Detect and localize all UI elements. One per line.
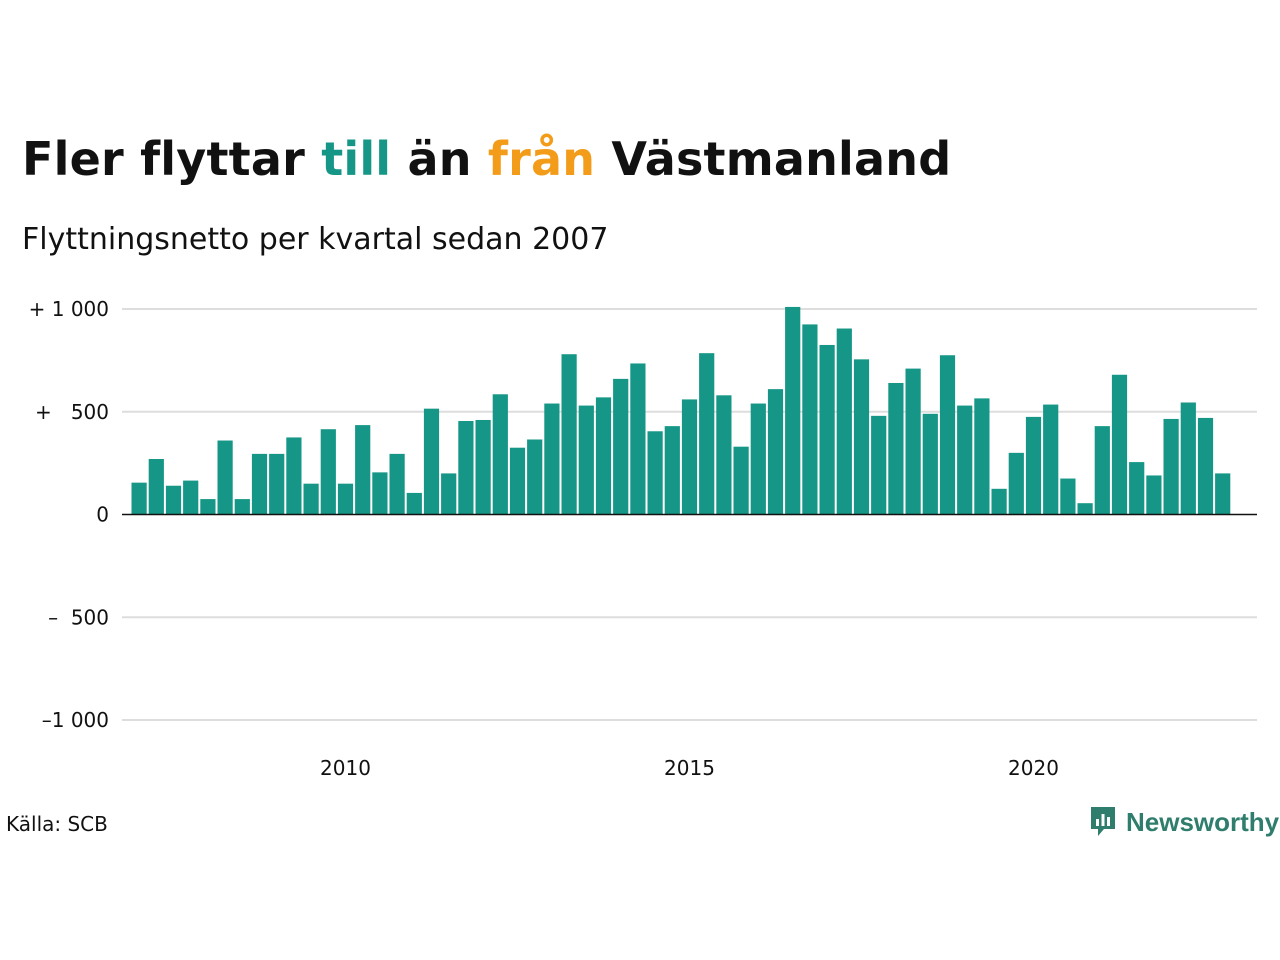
bar-2011-q2: [423, 408, 440, 515]
bar-2014-q4: [664, 426, 680, 515]
bar-2015-q4: [733, 446, 749, 515]
bar-2018-q2: [905, 368, 921, 515]
bar-2009-q1: [269, 453, 285, 515]
bar-2011-q1: [406, 492, 422, 515]
bar-2009-q3: [303, 483, 319, 515]
bar-2019-q4: [1008, 452, 1024, 515]
bars: [131, 306, 1231, 515]
bar-2007-q3: [165, 485, 182, 515]
bar-2007-q1: [131, 482, 147, 515]
title-part2: än: [391, 132, 488, 186]
bar-2020-q4: [1077, 503, 1093, 515]
x-axis-tick-labels: 2010 2015 2020: [320, 756, 1059, 780]
bar-2014-q2: [630, 363, 646, 515]
bar-2016-q4: [802, 324, 818, 515]
bar-2008-q4: [251, 453, 268, 515]
bar-2013-q3: [578, 405, 594, 515]
bar-2017-q1: [819, 344, 835, 515]
bar-2019-q2: [974, 398, 990, 515]
bar-2018-q1: [888, 382, 904, 515]
bar-2008-q1: [200, 499, 216, 515]
bar-2022-q4: [1215, 473, 1231, 515]
y-axis-tick-labels: + 1 000 + 500 0 – 500 –1 000: [29, 297, 109, 732]
y-tick-label: 0: [96, 503, 109, 527]
bar-2014-q1: [613, 378, 629, 515]
bar-2016-q2: [767, 389, 784, 515]
bar-2019-q1: [957, 405, 973, 515]
bar-2017-q3: [853, 359, 870, 515]
newsworthy-logo-text: Newsworthy: [1126, 806, 1280, 837]
bar-2010-q2: [355, 425, 371, 515]
bar-2012-q3: [509, 447, 526, 515]
bar-2010-q4: [389, 453, 405, 515]
bar-2015-q3: [716, 395, 732, 515]
bar-2020-q3: [1060, 478, 1076, 515]
bar-2021-q2: [1111, 374, 1128, 515]
bar-2013-q2: [561, 354, 577, 515]
bar-2010-q3: [372, 472, 388, 515]
bar-2015-q2: [699, 353, 715, 515]
y-tick-label: – 500: [48, 605, 109, 629]
bar-2021-q4: [1146, 475, 1162, 515]
bar-2008-q3: [234, 499, 250, 515]
bar-2015-q1: [681, 399, 698, 515]
bar-2022-q1: [1163, 418, 1179, 515]
newsworthy-logo-icon: [1091, 807, 1115, 836]
bar-2018-q3: [922, 413, 938, 515]
newsworthy-logo: Newsworthy: [1088, 804, 1279, 840]
x-tick-label: 2020: [1008, 756, 1059, 780]
bar-2022-q2: [1180, 402, 1196, 515]
bar-2013-q1: [544, 403, 560, 515]
bar-chart: + 1 000 + 500 0 – 500 –1 000 2010 2015 2020: [29, 297, 1257, 780]
bar-2017-q2: [836, 328, 852, 515]
bar-2016-q3: [785, 306, 801, 515]
title-word-to: till: [321, 132, 392, 186]
bar-2009-q4: [320, 429, 336, 515]
x-tick-label: 2010: [320, 756, 371, 780]
bar-2017-q4: [871, 415, 887, 515]
source-note: Källa: SCB: [6, 812, 108, 836]
bar-2014-q3: [647, 431, 663, 515]
title-word-from: från: [487, 132, 596, 186]
bar-2021-q3: [1129, 462, 1145, 515]
title-part3: Västmanland: [595, 132, 952, 186]
chart-subtitle: Flyttningsnetto per kvartal sedan 2007: [22, 222, 609, 257]
bar-2010-q1: [337, 483, 354, 515]
bar-2019-q3: [991, 488, 1007, 515]
y-tick-label: –1 000: [42, 708, 109, 732]
bar-2012-q4: [527, 439, 543, 515]
bar-2012-q2: [492, 394, 508, 515]
chart-title: Fler flyttar till än från Västmanland: [22, 132, 951, 186]
y-tick-label: + 1 000: [29, 297, 109, 321]
bar-2020-q2: [1043, 404, 1059, 515]
bar-2018-q4: [939, 355, 956, 515]
bar-2013-q4: [595, 397, 612, 515]
bar-2008-q2: [217, 440, 233, 515]
bar-2020-q1: [1025, 416, 1042, 515]
bar-2011-q4: [458, 421, 474, 515]
y-tick-label: + 500: [35, 400, 109, 424]
bar-2011-q3: [441, 473, 457, 515]
x-tick-label: 2015: [664, 756, 715, 780]
title-part1: Fler flyttar: [22, 132, 322, 186]
bar-2016-q1: [750, 403, 766, 515]
bar-2009-q2: [286, 437, 302, 515]
bar-2012-q1: [475, 419, 491, 515]
bar-2021-q1: [1094, 426, 1110, 515]
bar-2022-q3: [1197, 417, 1214, 515]
bar-2007-q4: [183, 480, 199, 515]
bar-2007-q2: [148, 459, 164, 515]
